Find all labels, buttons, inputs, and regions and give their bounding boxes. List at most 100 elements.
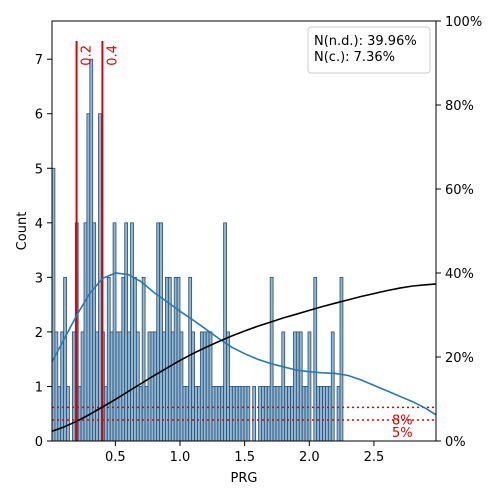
histogram-bar (208, 331, 213, 442)
histogram-bar (71, 331, 76, 442)
x-axis-ticks: 0.5 1.0 1.5 2.0 2.5 (105, 441, 384, 465)
histogram-bar (112, 222, 117, 442)
y-tick-label: 4 (35, 217, 43, 232)
y2-tick-label: 20% (445, 351, 474, 366)
histogram-bar (243, 386, 248, 442)
histogram-bar (156, 222, 161, 442)
histogram-bar (301, 386, 306, 442)
histogram-bar (150, 331, 155, 442)
histogram-bar (214, 386, 219, 442)
histogram-bar (179, 331, 184, 442)
histogram-bar (98, 113, 102, 442)
histogram-bar (226, 331, 230, 442)
histogram-bar (173, 276, 178, 442)
histogram-bar (313, 276, 318, 442)
x-tick-label: 1.0 (170, 450, 191, 465)
threshold-lines: 8%5% (52, 406, 436, 441)
histogram-bar (290, 386, 294, 442)
y2-tick-label: 40% (445, 267, 474, 282)
histogram-bar (86, 113, 91, 442)
histogram-bar (266, 386, 271, 442)
histogram-bar (57, 386, 62, 442)
y2-tick-label: 0% (445, 435, 466, 450)
cumulative-curve (51, 283, 437, 433)
histogram-bar (66, 386, 70, 442)
histogram-bar (217, 386, 222, 442)
histogram-bar (307, 331, 312, 442)
histogram-bar (205, 331, 210, 442)
legend-box (307, 26, 431, 74)
histogram-bar (159, 222, 163, 442)
histogram-bar (127, 331, 131, 442)
histogram-bar (234, 386, 239, 442)
histogram-bar (109, 331, 114, 442)
histogram-bar (220, 386, 225, 442)
plot-frame (51, 20, 437, 442)
histogram-bar (167, 276, 172, 442)
histogram-bar (162, 331, 166, 442)
histogram-bar (197, 386, 201, 442)
histogram-bar (211, 386, 216, 442)
histogram-bar (263, 386, 268, 442)
histogram-bar (121, 276, 126, 442)
y-tick-label: 1 (35, 380, 43, 395)
histogram-bar (89, 58, 94, 442)
histogram-bar (191, 331, 195, 442)
x-tick-label: 2.5 (364, 450, 385, 465)
histogram-bar (115, 331, 120, 442)
histogram-bar (133, 276, 137, 442)
x-tick-label: 1.5 (234, 450, 255, 465)
histogram-bar (188, 276, 193, 442)
histogram-bar (153, 331, 158, 442)
histogram-bar (118, 331, 123, 442)
cutoff-label: 0.2 (80, 45, 95, 66)
histogram-bar (60, 331, 65, 442)
histogram-bar (237, 386, 242, 442)
threshold-label: 8% (392, 413, 413, 428)
y2-axis-ticks: 0% 20% 40% 60% 80% 100% (436, 15, 482, 450)
histogram-bar (63, 276, 67, 442)
legend-entry: N(n.d.): 39.96% (314, 34, 417, 49)
histogram-bar (176, 276, 181, 442)
histogram-bar (54, 331, 59, 442)
y2-tick-label: 100% (445, 15, 482, 30)
histogram-bar (194, 386, 198, 442)
histogram-bar (284, 386, 289, 442)
histogram-bar (322, 386, 326, 442)
histogram-bar (95, 331, 99, 442)
y2-tick-label: 80% (445, 99, 474, 114)
histogram-bar (327, 386, 332, 442)
histogram-bar (240, 386, 245, 442)
y-tick-label: 2 (35, 326, 43, 341)
histogram-bar (278, 386, 283, 442)
y-axis-label: Count (15, 212, 30, 251)
y-tick-label: 6 (35, 108, 43, 123)
histogram-bar (80, 331, 85, 442)
x-tick-label: 0.5 (105, 450, 126, 465)
x-axis-label: PRG (231, 471, 258, 486)
histogram-bar (275, 386, 280, 442)
histogram-bar (231, 386, 236, 442)
y2-tick-label: 60% (445, 183, 474, 198)
histogram-bar (92, 222, 97, 442)
cutoff-label: 0.4 (105, 45, 120, 66)
histogram-bar (182, 386, 187, 442)
histogram-bar (138, 386, 143, 442)
y-tick-label: 3 (35, 271, 43, 286)
y-tick-label: 7 (35, 53, 43, 68)
histogram-bar (261, 386, 265, 442)
histogram-bar (124, 222, 129, 442)
legend: N(n.d.): 39.96% N(c.): 7.36% (307, 26, 431, 74)
histogram-bar (258, 386, 262, 442)
kde-curve (51, 272, 437, 416)
histogram-bar (83, 222, 88, 442)
y-tick-label: 5 (35, 162, 43, 177)
histogram-bar (281, 331, 286, 442)
histogram-bar (103, 386, 108, 442)
cutoff-lines: 0.2 0.4 (75, 41, 120, 441)
y-axis-ticks: 0 1 2 3 4 5 6 7 (35, 53, 52, 450)
histogram-bar (287, 386, 291, 442)
histogram-bar (325, 386, 329, 442)
histogram-bar (336, 386, 341, 442)
